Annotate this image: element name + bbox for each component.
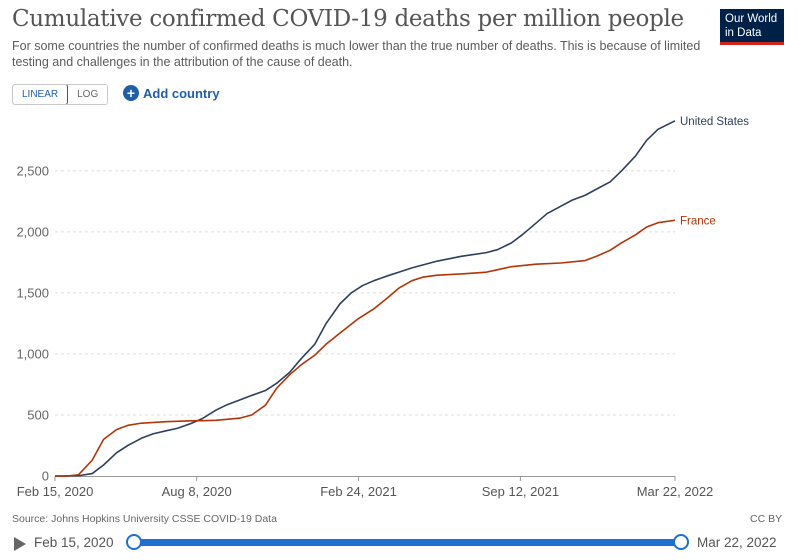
series-label-united-states: United States — [680, 116, 749, 128]
timeline-start-label: Feb 15, 2020 — [34, 535, 114, 550]
y-tick-label: 1,500 — [16, 285, 49, 300]
timeline-end-handle[interactable] — [673, 534, 689, 550]
source-note: Source: Johns Hopkins University CSSE CO… — [12, 513, 277, 525]
play-icon[interactable] — [14, 537, 26, 551]
owid-logo[interactable]: Our World in Data — [720, 9, 784, 45]
timeline-start-handle[interactable] — [126, 534, 142, 550]
x-tick-label: Aug 8, 2020 — [162, 484, 232, 499]
timeline: Feb 15, 2020 Mar 22, 2022 — [0, 532, 798, 556]
y-tick-label: 2,000 — [16, 224, 49, 239]
y-tick-label: 1,000 — [16, 346, 49, 361]
timeline-end-label: Mar 22, 2022 — [697, 535, 777, 550]
chart-title: Cumulative confirmed COVID-19 deaths per… — [12, 6, 684, 32]
logo-line-1: Our World — [725, 13, 778, 25]
series-line-united-states — [54, 120, 676, 477]
x-tick-label: Mar 22, 2022 — [637, 484, 714, 499]
add-country-button[interactable]: + Add country — [123, 85, 220, 101]
x-tick-label: Feb 24, 2021 — [320, 484, 397, 499]
log-scale-button[interactable]: LOG — [68, 85, 108, 104]
scale-toggle: LINEAR LOG — [12, 84, 109, 105]
y-tick-label: 2,500 — [16, 163, 49, 178]
logo-line-2: in Data — [725, 27, 762, 39]
series-label-france: France — [680, 215, 716, 227]
x-tick-label: Sep 12, 2021 — [482, 484, 559, 499]
y-tick-label: 0 — [42, 469, 49, 484]
series-line-france — [55, 219, 676, 477]
plus-circle-icon: + — [123, 85, 139, 101]
license-link[interactable]: CC BY — [750, 513, 783, 525]
add-country-label: Add country — [143, 85, 220, 101]
chart-subtitle: For some countries the number of confirm… — [12, 39, 701, 69]
line-chart[interactable]: 0 500 1,000 1,500 2,000 2,500 Feb 15, 2020 Aug … — [0, 110, 798, 510]
x-tick-label: Feb 15, 2020 — [17, 484, 94, 499]
linear-scale-button[interactable]: LINEAR — [13, 85, 69, 104]
y-tick-label: 500 — [27, 407, 49, 422]
timeline-track[interactable] — [134, 539, 682, 546]
